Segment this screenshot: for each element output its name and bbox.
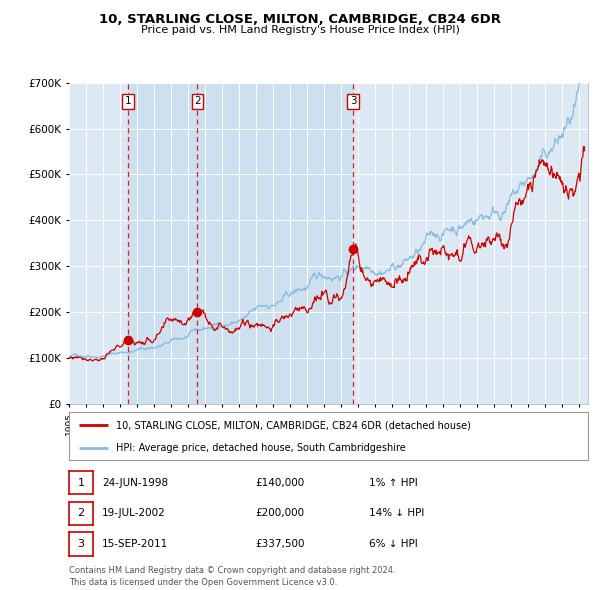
- Text: Contains HM Land Registry data © Crown copyright and database right 2024.
This d: Contains HM Land Registry data © Crown c…: [69, 566, 395, 587]
- Text: £337,500: £337,500: [255, 539, 305, 549]
- Text: 15-SEP-2011: 15-SEP-2011: [102, 539, 168, 549]
- Text: £140,000: £140,000: [255, 478, 304, 487]
- Bar: [197, 83, 353, 404]
- Text: HPI: Average price, detached house, South Cambridgeshire: HPI: Average price, detached house, Sout…: [116, 443, 406, 453]
- Text: 1% ↑ HPI: 1% ↑ HPI: [369, 478, 418, 487]
- Text: 3: 3: [350, 96, 356, 106]
- Text: 14% ↓ HPI: 14% ↓ HPI: [369, 509, 424, 518]
- Bar: [353, 83, 588, 404]
- Text: £200,000: £200,000: [255, 509, 304, 518]
- Text: 2: 2: [77, 509, 85, 518]
- Text: 10, STARLING CLOSE, MILTON, CAMBRIDGE, CB24 6DR: 10, STARLING CLOSE, MILTON, CAMBRIDGE, C…: [99, 13, 501, 26]
- Text: 3: 3: [77, 539, 85, 549]
- Text: 1: 1: [77, 478, 85, 487]
- Text: 1: 1: [125, 96, 131, 106]
- Text: 24-JUN-1998: 24-JUN-1998: [102, 478, 168, 487]
- Text: Price paid vs. HM Land Registry's House Price Index (HPI): Price paid vs. HM Land Registry's House …: [140, 25, 460, 35]
- Text: 19-JUL-2002: 19-JUL-2002: [102, 509, 166, 518]
- Bar: [128, 83, 197, 404]
- Bar: [69, 83, 128, 404]
- Text: 6% ↓ HPI: 6% ↓ HPI: [369, 539, 418, 549]
- Text: 10, STARLING CLOSE, MILTON, CAMBRIDGE, CB24 6DR (detached house): 10, STARLING CLOSE, MILTON, CAMBRIDGE, C…: [116, 420, 470, 430]
- Text: 2: 2: [194, 96, 201, 106]
